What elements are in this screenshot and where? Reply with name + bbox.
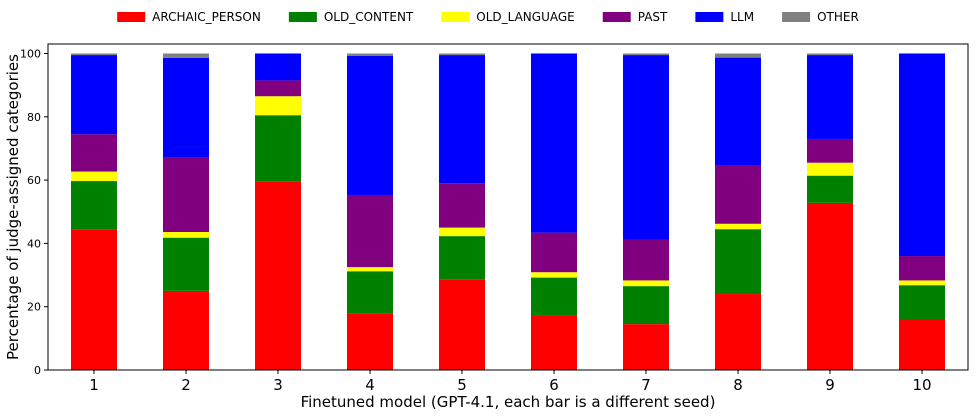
legend: ARCHAIC_PERSON OLD_CONTENT OLD_LANGUAGE PAS… <box>117 10 859 24</box>
bar-old-language-10 <box>899 280 945 286</box>
bar-other-5 <box>439 53 485 56</box>
bar-llm-8 <box>715 57 761 166</box>
bars <box>71 53 945 370</box>
bar-old-content-5 <box>439 236 485 280</box>
bar-old-language-3 <box>255 96 301 116</box>
legend-swatch-llm <box>695 12 724 22</box>
bar-past-8 <box>715 165 761 224</box>
bar-llm-6 <box>531 53 577 233</box>
bar-past-2 <box>163 157 209 233</box>
bar-old-language-4 <box>347 267 393 272</box>
bar-llm-9 <box>807 55 853 139</box>
x-tick-label: 8 <box>733 376 743 394</box>
bar-old-language-5 <box>439 227 485 237</box>
bar-past-5 <box>439 183 485 228</box>
bar-llm-7 <box>623 55 669 240</box>
y-tick-label: 100 <box>20 47 41 60</box>
y-tick-label: 0 <box>34 364 41 377</box>
bar-archaic-person-1 <box>71 229 117 370</box>
bar-past-4 <box>347 194 393 268</box>
y-axis-label: Percentage of judge-assigned categories <box>4 54 22 360</box>
legend-swatch-past <box>602 12 631 22</box>
legend-label-other: OTHER <box>817 10 859 24</box>
bar-llm-4 <box>347 55 393 195</box>
bar-old-language-7 <box>623 280 669 287</box>
bar-archaic-person-3 <box>255 181 301 370</box>
bar-other-8 <box>715 53 761 58</box>
y-tick-label: 80 <box>27 111 41 124</box>
bar-old-language-1 <box>71 171 117 182</box>
bar-old-content-9 <box>807 175 853 203</box>
legend-swatch-old-language <box>441 12 470 22</box>
bar-other-7 <box>623 53 669 56</box>
bar-old-content-10 <box>899 285 945 320</box>
bar-past-6 <box>531 232 577 273</box>
bar-archaic-person-5 <box>439 279 485 370</box>
legend-label-old-language: OLD_LANGUAGE <box>476 10 574 24</box>
bar-other-2 <box>163 53 209 58</box>
bar-past-7 <box>623 239 669 281</box>
bar-past-10 <box>899 256 945 281</box>
bar-past-3 <box>255 80 301 97</box>
bar-archaic-person-2 <box>163 290 209 370</box>
bar-old-language-2 <box>163 232 209 238</box>
x-tick-label: 7 <box>641 376 651 394</box>
x-tick-label: 9 <box>825 376 835 394</box>
legend-label-archaic-person: ARCHAIC_PERSON <box>152 10 261 24</box>
bar-old-language-6 <box>531 272 577 278</box>
x-tick-label: 5 <box>457 376 467 394</box>
y-tick-label: 60 <box>27 174 41 187</box>
bar-archaic-person-6 <box>531 315 577 370</box>
bar-old-language-8 <box>715 223 761 230</box>
bar-other-4 <box>347 53 393 56</box>
bar-old-content-1 <box>71 181 117 230</box>
bar-llm-2 <box>163 57 209 158</box>
bar-llm-3 <box>255 53 301 81</box>
legend-swatch-other <box>782 12 811 22</box>
bar-past-9 <box>807 138 853 163</box>
x-axis-label: Finetuned model (GPT-4.1, each bar is a … <box>301 393 716 411</box>
y-axis: 0 20 40 60 80 100 <box>20 47 48 377</box>
bar-old-content-6 <box>531 277 577 316</box>
bar-llm-1 <box>71 55 117 135</box>
bar-archaic-person-7 <box>623 324 669 370</box>
bar-archaic-person-10 <box>899 319 945 370</box>
x-tick-label: 2 <box>181 376 191 394</box>
y-tick-label: 40 <box>27 237 41 250</box>
bar-llm-5 <box>439 55 485 184</box>
bar-archaic-person-8 <box>715 294 761 370</box>
legend-swatch-archaic-person <box>117 12 146 22</box>
bar-past-1 <box>71 134 117 172</box>
x-tick-label: 6 <box>549 376 559 394</box>
legend-label-old-content: OLD_CONTENT <box>324 10 414 24</box>
legend-label-llm: LLM <box>730 10 754 24</box>
x-tick-label: 10 <box>912 376 931 394</box>
bar-archaic-person-4 <box>347 313 393 370</box>
bar-old-language-9 <box>807 162 853 176</box>
x-tick-label: 4 <box>365 376 375 394</box>
bar-llm-10 <box>899 53 945 257</box>
bar-other-1 <box>71 53 117 56</box>
plot-frame <box>47 43 969 371</box>
bar-old-content-7 <box>623 286 669 325</box>
legend-swatch-old-content <box>288 12 317 22</box>
x-tick-label: 1 <box>89 376 99 394</box>
bar-old-content-8 <box>715 229 761 295</box>
y-tick-label: 20 <box>27 301 41 314</box>
bar-old-content-4 <box>347 271 393 314</box>
bar-other-9 <box>807 53 853 56</box>
bar-old-content-3 <box>255 115 301 182</box>
legend-label-past: PAST <box>638 10 668 24</box>
x-axis: 1 2 3 4 5 6 7 8 9 10 <box>89 370 932 394</box>
bar-archaic-person-9 <box>807 202 853 370</box>
x-tick-label: 3 <box>273 376 283 394</box>
bar-old-content-2 <box>163 237 209 291</box>
